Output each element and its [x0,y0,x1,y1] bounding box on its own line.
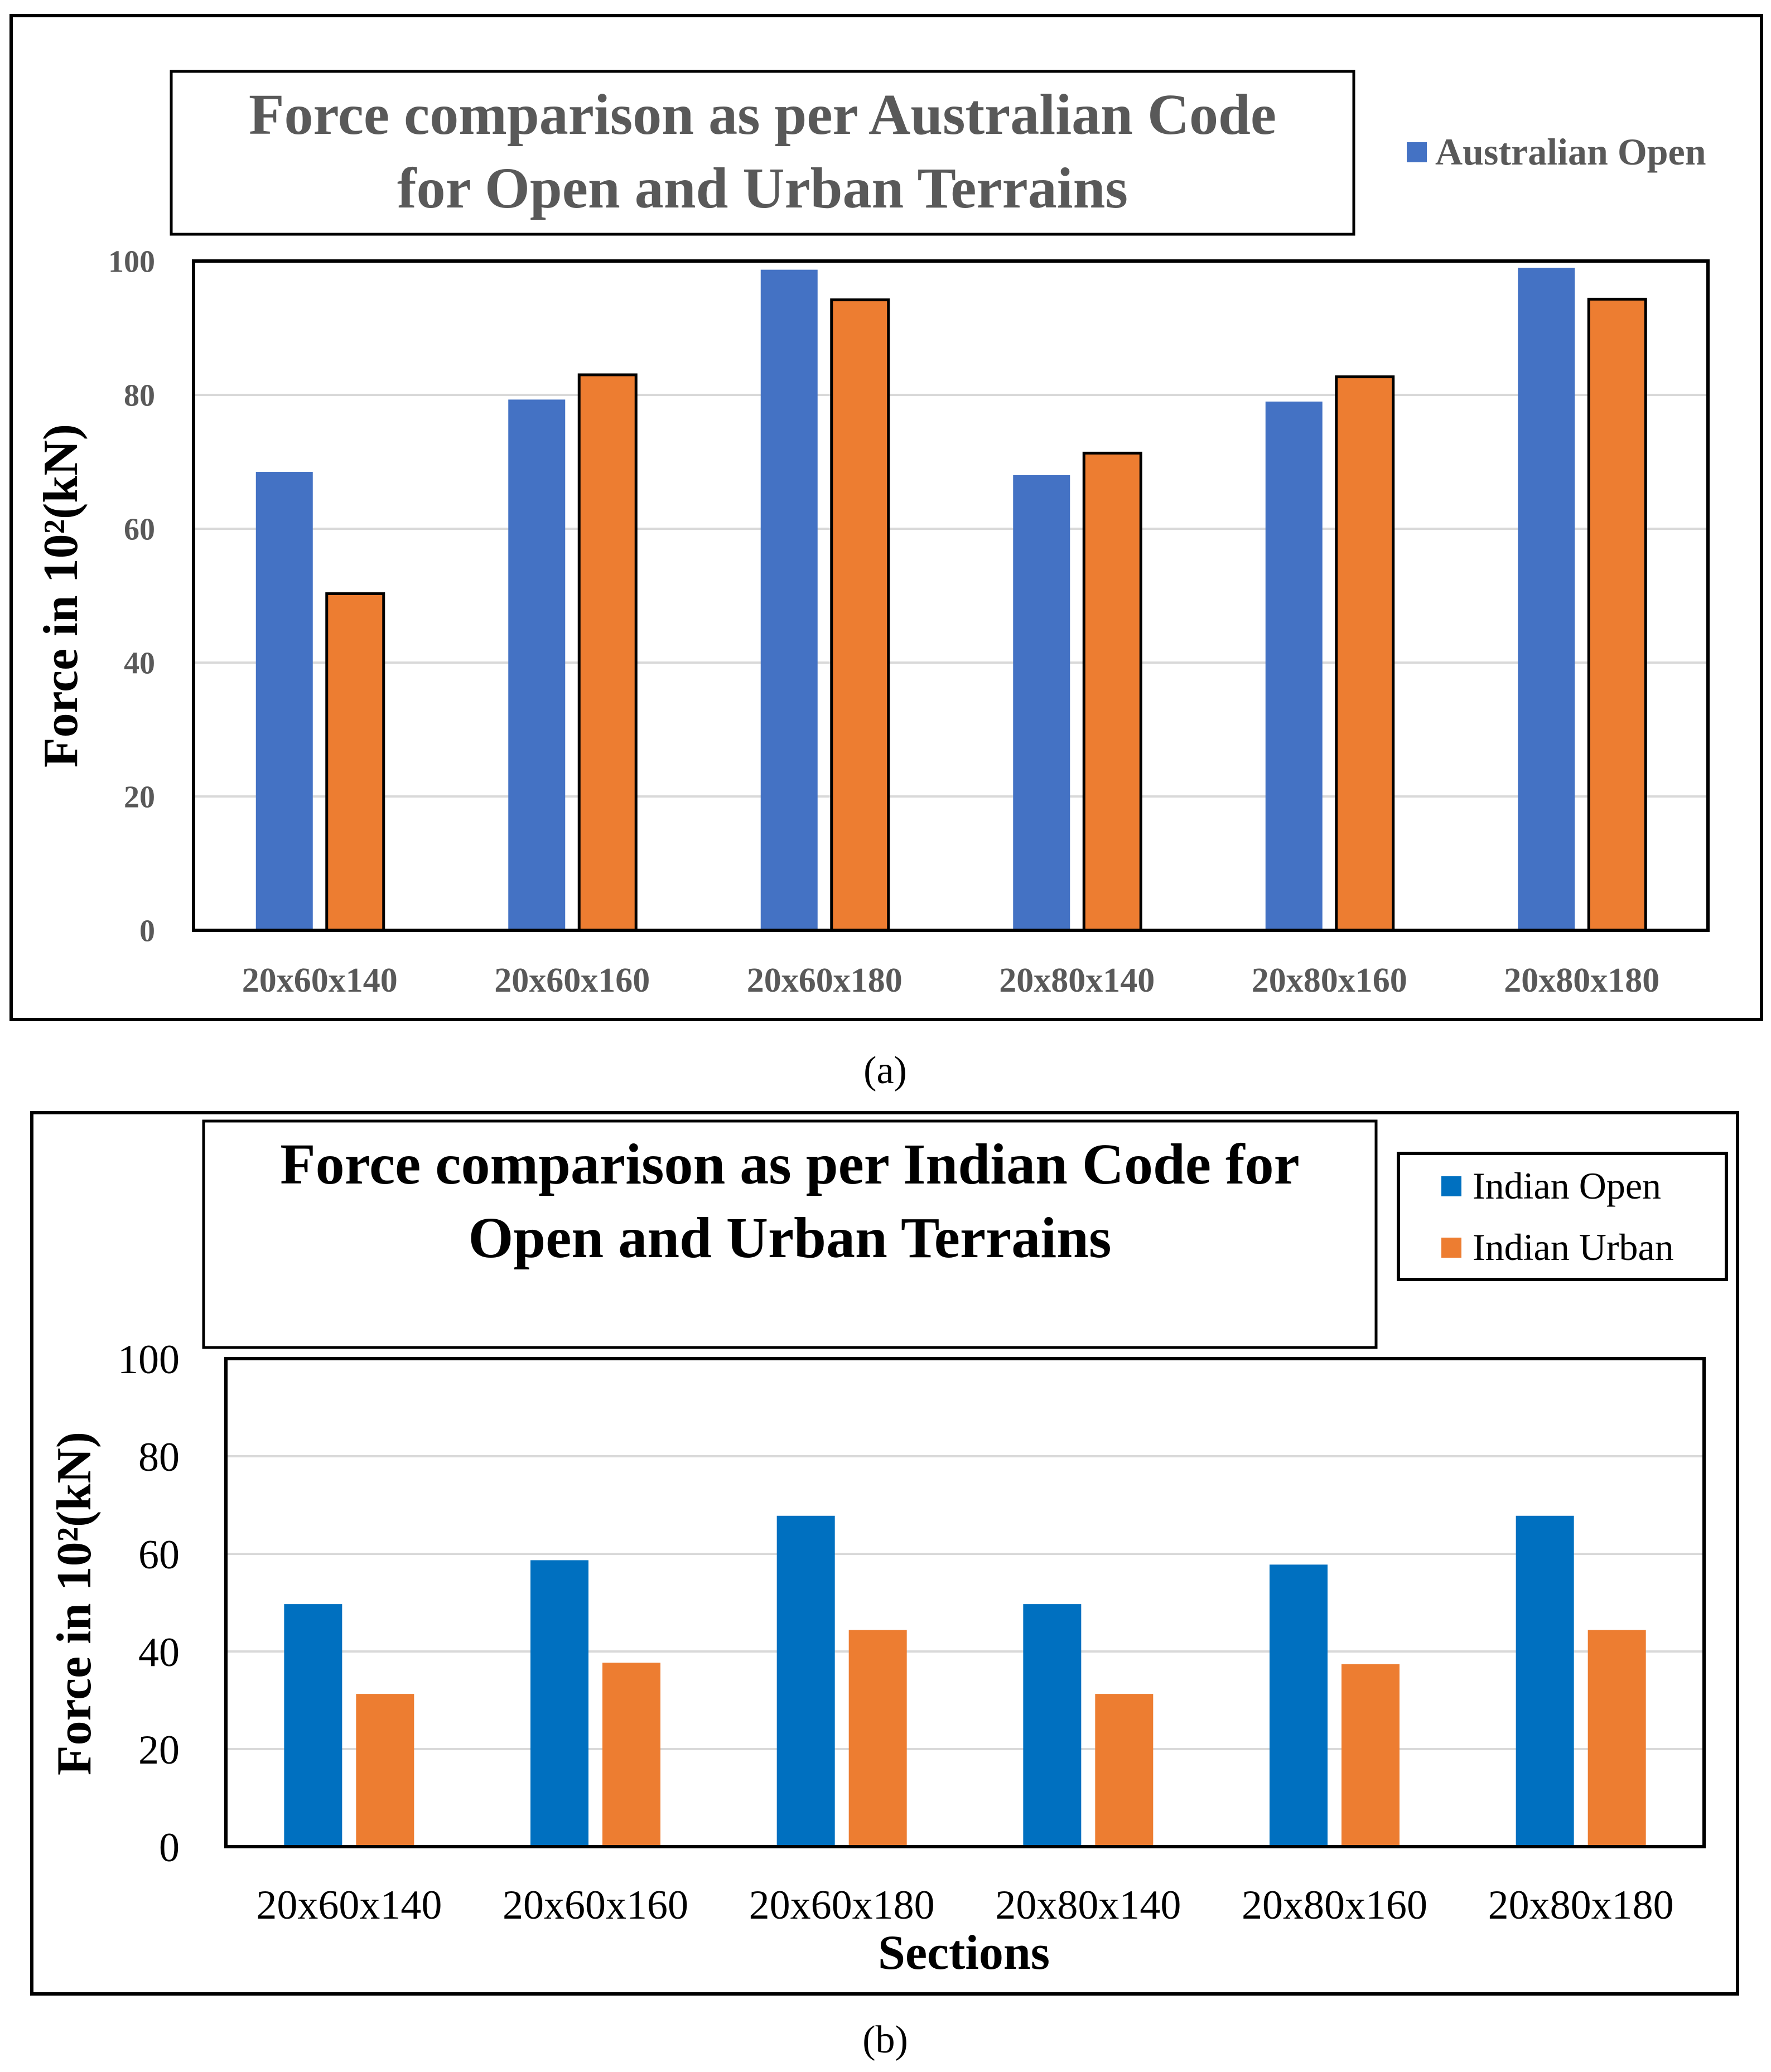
chart-a-legend-label-open: Australian Open [1435,131,1706,173]
chart-b: Force comparison as per Indian Code for … [30,1111,1739,1996]
chart-b-legend-swatch-urban [1441,1238,1461,1258]
chart-b-y-ticks: 0 20 40 60 80 100 [118,1337,180,1871]
chart-a-y-ticks: 0 20 40 60 80 100 [108,245,155,949]
chart-a-title-box [170,70,1355,236]
chart-b-bar-indian-urban-20x80x180 [1587,1630,1646,1847]
chart-b-x-axis-label: Sections [878,1926,1050,1980]
chart-b-x-tick-label: 20x60x160 [503,1882,688,1928]
chart-b-title-box [202,1119,1378,1349]
chart-b-bar-indian-open-20x60x160 [530,1560,588,1847]
chart-a-x-tick-label: 20x60x180 [747,962,903,999]
chart-b-bar-indian-urban-20x60x160 [602,1663,660,1847]
chart-a-legend-swatch-open [1407,142,1427,162]
chart-a-y-tick-label: 80 [124,379,155,413]
chart-b-x-tick-label: 20x60x140 [256,1882,442,1928]
chart-a-y-axis-label: Force in 10²(kN) [34,424,88,767]
chart-b-title-line1: Force comparison as per Indian Code for [280,1132,1300,1196]
chart-b-y-tick-label: 40 [138,1630,180,1675]
chart-a-legend: Australian Open [1407,131,1706,173]
chart-a-x-tick-label: 20x60x160 [494,962,650,999]
chart-b-bar-indian-open-20x60x180 [776,1515,835,1847]
chart-b-legend-swatch-open [1441,1176,1461,1196]
chart-b-title-line2: Open and Urban Terrains [469,1206,1112,1270]
chart-b-bar-indian-open-20x80x180 [1516,1515,1574,1847]
chart-b-bars [284,1515,1646,1847]
chart-b-bar-indian-urban-20x60x140 [356,1694,414,1847]
chart-b-legend-label-open: Indian Open [1473,1165,1661,1207]
chart-b-bar-indian-urban-20x80x160 [1341,1664,1400,1847]
chart-a-bar-australian-open-20x80x180 [1518,268,1575,930]
chart-a-bar-australian-open-20x60x160 [508,399,566,930]
chart-b-x-tick-label: 20x80x160 [1242,1882,1427,1928]
chart-a-bar-australian-urban-20x80x140 [1082,451,1142,932]
chart-a-bar-australian-urban-20x60x180 [830,298,890,932]
chart-a-bar-australian-urban-20x80x180 [1587,297,1647,932]
chart-a-bar-australian-urban-20x60x160 [577,373,638,932]
chart-b-y-tick-label: 100 [118,1337,180,1383]
chart-a: Force comparison as per Australian Code … [9,14,1763,1021]
chart-b-y-tick-label: 80 [138,1435,180,1480]
chart-b-bar-indian-urban-20x80x140 [1095,1694,1154,1847]
chart-b-x-tick-label: 20x80x180 [1488,1882,1674,1928]
chart-a-bar-australian-urban-20x60x140 [325,592,385,932]
chart-b-bar-indian-open-20x80x140 [1023,1604,1082,1847]
chart-a-y-tick-label: 20 [124,780,155,815]
chart-a-x-ticks: 20x60x140 20x60x160 20x60x180 20x80x140 20x8… [242,962,1660,999]
caption-a: (a) [863,1049,907,1092]
chart-a-title-line1: Force comparison as per Australian Code [249,83,1276,147]
chart-b-y-tick-label: 20 [138,1727,180,1773]
chart-a-bar-australian-open-20x60x180 [760,269,818,931]
chart-b-y-tick-label: 60 [138,1532,180,1578]
chart-b-x-ticks: 20x60x140 20x60x160 20x60x180 20x80x140 20x8… [256,1882,1673,1928]
chart-b-legend-box [1397,1152,1728,1281]
chart-a-x-tick-label: 20x80x140 [999,962,1155,999]
chart-a-x-tick-label: 20x80x180 [1504,962,1659,999]
chart-a-y-tick-label: 100 [108,245,155,279]
chart-b-legend-label-urban: Indian Urban [1473,1226,1674,1268]
chart-b-y-axis-label: Force in 10²(kN) [47,1432,102,1775]
chart-a-bar-australian-urban-20x80x160 [1335,375,1395,932]
chart-a-x-tick-label: 20x60x140 [242,962,398,999]
chart-b-x-tick-label: 20x80x140 [995,1882,1181,1928]
chart-a-bar-australian-open-20x80x140 [1013,475,1070,930]
chart-a-bars [255,268,1647,932]
chart-a-title-line2: for Open and Urban Terrains [397,156,1128,220]
chart-a-y-tick-label: 40 [124,646,155,681]
chart-a-gridlines [194,394,1708,798]
chart-b-legend: Indian Open Indian Urban [1397,1152,1728,1281]
chart-a-bar-australian-open-20x60x140 [255,472,313,930]
chart-b-gridlines [226,1455,1704,1750]
caption-b: (b) [862,2018,908,2061]
chart-a-x-tick-label: 20x80x160 [1252,962,1407,999]
chart-b-bar-indian-urban-20x60x180 [848,1630,907,1847]
chart-a-bar-australian-open-20x80x160 [1265,402,1323,930]
chart-b-bar-indian-open-20x60x140 [284,1604,342,1847]
chart-b-bar-indian-open-20x80x160 [1270,1564,1328,1847]
chart-b-y-tick-label: 0 [159,1825,180,1871]
chart-a-y-tick-label: 0 [139,914,155,949]
chart-b-x-tick-label: 20x60x180 [749,1882,935,1928]
chart-a-y-tick-label: 60 [124,513,155,547]
